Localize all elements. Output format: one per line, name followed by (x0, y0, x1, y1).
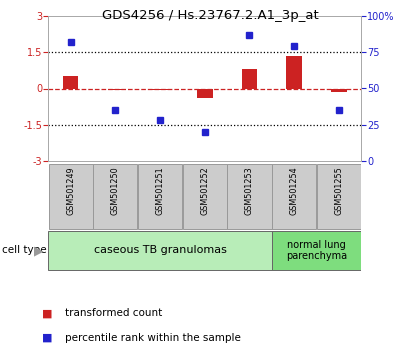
Text: GSM501250: GSM501250 (111, 166, 120, 215)
Text: GSM501253: GSM501253 (245, 166, 254, 215)
Text: transformed count: transformed count (65, 308, 163, 318)
FancyBboxPatch shape (317, 164, 361, 229)
FancyBboxPatch shape (272, 164, 316, 229)
Bar (331, 88, 346, 92)
FancyBboxPatch shape (183, 164, 227, 229)
Text: caseous TB granulomas: caseous TB granulomas (94, 245, 226, 256)
Bar (152, 88, 168, 90)
Bar (241, 69, 257, 88)
Bar (63, 76, 79, 88)
Text: GDS4256 / Hs.23767.2.A1_3p_at: GDS4256 / Hs.23767.2.A1_3p_at (102, 9, 318, 22)
Bar (197, 88, 213, 98)
Text: GSM501249: GSM501249 (66, 166, 75, 215)
Text: GSM501251: GSM501251 (155, 166, 165, 215)
Text: cell type: cell type (2, 245, 47, 256)
Text: GSM501252: GSM501252 (200, 166, 209, 215)
Bar (108, 88, 123, 90)
Text: GSM501254: GSM501254 (290, 166, 299, 215)
Bar (286, 56, 302, 88)
Text: ■: ■ (42, 333, 52, 343)
Text: GSM501255: GSM501255 (334, 166, 344, 215)
Text: ■: ■ (42, 308, 52, 318)
FancyBboxPatch shape (48, 231, 272, 270)
FancyBboxPatch shape (272, 231, 361, 270)
FancyBboxPatch shape (93, 164, 137, 229)
FancyBboxPatch shape (138, 164, 182, 229)
Text: percentile rank within the sample: percentile rank within the sample (65, 333, 241, 343)
FancyBboxPatch shape (227, 164, 272, 229)
Text: normal lung
parenchyma: normal lung parenchyma (286, 240, 347, 261)
Text: ▶: ▶ (34, 244, 44, 257)
FancyBboxPatch shape (49, 164, 93, 229)
